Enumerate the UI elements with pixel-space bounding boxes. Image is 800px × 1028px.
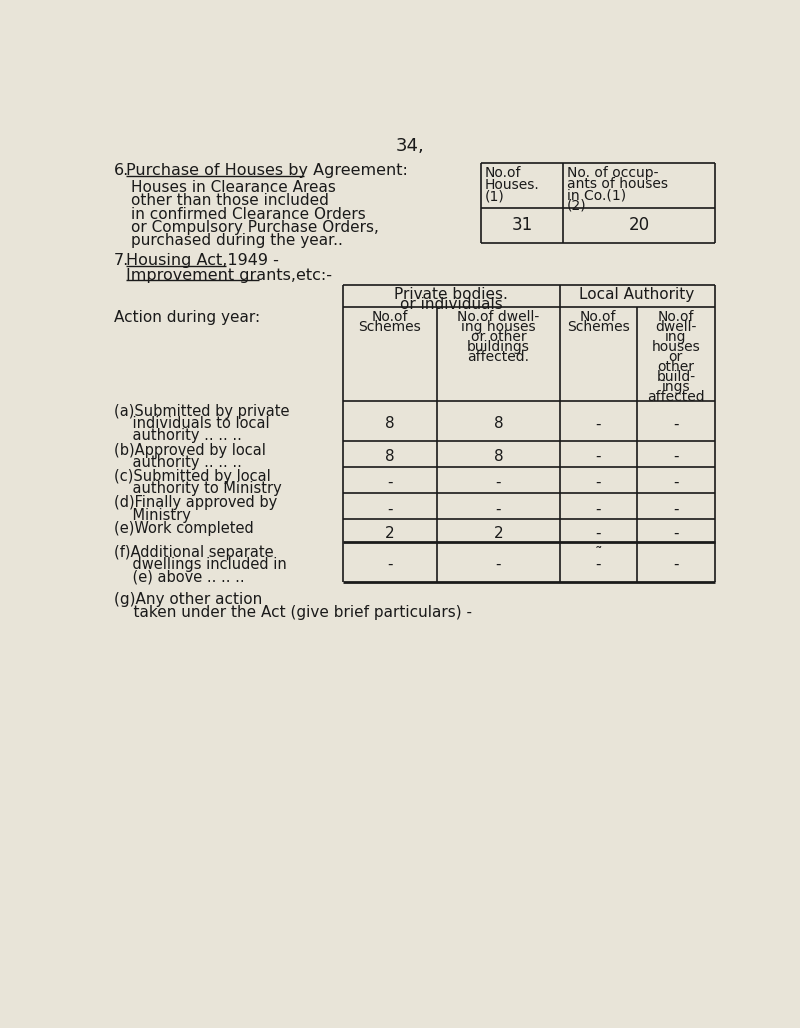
Text: Ministry: Ministry <box>114 508 191 522</box>
Text: or: or <box>669 350 683 364</box>
Text: ings: ings <box>662 379 690 394</box>
Text: No.of: No.of <box>485 167 521 181</box>
Text: 20: 20 <box>629 216 650 233</box>
Text: No.of: No.of <box>658 309 694 324</box>
Text: Local Authority: Local Authority <box>579 288 694 302</box>
Text: -: - <box>673 526 678 541</box>
Text: -: - <box>673 475 678 490</box>
Text: (e) above .. .. ..: (e) above .. .. .. <box>114 570 245 584</box>
Text: -: - <box>387 557 393 573</box>
Text: build-: build- <box>656 370 695 383</box>
Text: -: - <box>387 502 393 516</box>
Text: (1): (1) <box>485 189 504 204</box>
Text: affected: affected <box>647 390 705 404</box>
Text: ing: ing <box>665 330 686 343</box>
Text: buildings: buildings <box>467 339 530 354</box>
Text: No.of: No.of <box>580 309 617 324</box>
Text: 6.: 6. <box>114 163 129 179</box>
Text: taken under the Act (give brief particulars) -: taken under the Act (give brief particul… <box>114 605 472 620</box>
Text: No.of: No.of <box>371 309 408 324</box>
Text: ants of houses: ants of houses <box>566 177 667 191</box>
Text: or Compulsory Purchase Orders,: or Compulsory Purchase Orders, <box>131 220 379 234</box>
Text: authority .. .. ..: authority .. .. .. <box>114 455 242 470</box>
Text: purchased during the year..: purchased during the year.. <box>131 232 343 248</box>
Text: ing houses: ing houses <box>461 320 536 334</box>
Text: -: - <box>496 475 501 490</box>
Text: -: - <box>496 557 501 573</box>
Text: authority .. .. ..: authority .. .. .. <box>114 429 242 443</box>
Text: -: - <box>673 502 678 516</box>
Text: or other: or other <box>470 330 526 343</box>
Text: 8: 8 <box>494 416 503 432</box>
Text: affected.: affected. <box>467 350 530 364</box>
Text: (c)Submitted by local: (c)Submitted by local <box>114 469 270 484</box>
Text: dwell-: dwell- <box>655 320 697 334</box>
Text: in confirmed Clearance Orders: in confirmed Clearance Orders <box>131 207 366 221</box>
Text: 8: 8 <box>385 416 394 432</box>
Text: -: - <box>595 475 601 490</box>
Text: Houses.: Houses. <box>485 178 539 192</box>
Text: other: other <box>658 360 694 374</box>
Text: -: - <box>595 526 601 541</box>
Text: 8: 8 <box>385 449 394 464</box>
Text: -: - <box>673 557 678 573</box>
Text: (f)Additional separate: (f)Additional separate <box>114 545 274 559</box>
Text: (b)Approved by local: (b)Approved by local <box>114 443 266 457</box>
Text: -: - <box>387 475 393 490</box>
Text: 34,: 34, <box>396 137 424 155</box>
Text: 2: 2 <box>385 526 394 541</box>
Text: Improvement grants,etc:-: Improvement grants,etc:- <box>126 268 332 283</box>
Text: Private bodies.: Private bodies. <box>394 288 508 302</box>
Text: (2): (2) <box>566 198 586 213</box>
Text: Houses in Clearance Areas: Houses in Clearance Areas <box>131 180 336 195</box>
Text: 31: 31 <box>512 216 533 233</box>
Text: Purchase of Houses by Agreement:: Purchase of Houses by Agreement: <box>126 163 408 179</box>
Text: authority to Ministry: authority to Ministry <box>114 481 282 497</box>
Text: -: - <box>595 416 601 432</box>
Text: (d)Finally approved by: (d)Finally approved by <box>114 495 277 510</box>
Text: -: - <box>595 449 601 464</box>
Text: -: - <box>496 502 501 516</box>
Text: No.of dwell-: No.of dwell- <box>458 309 539 324</box>
Text: in Co.(1): in Co.(1) <box>566 188 626 203</box>
Text: Housing Act,1949 -: Housing Act,1949 - <box>126 254 279 268</box>
Text: or individuals: or individuals <box>400 297 502 313</box>
Text: No. of occup-: No. of occup- <box>566 167 658 181</box>
Text: -: - <box>673 449 678 464</box>
Text: Schemes: Schemes <box>567 320 630 334</box>
Text: (e)Work completed: (e)Work completed <box>114 521 254 537</box>
Text: (a)Submitted by private: (a)Submitted by private <box>114 404 290 418</box>
Text: houses: houses <box>651 339 700 354</box>
Text: -: - <box>595 557 601 573</box>
Text: -: - <box>595 502 601 516</box>
Text: Action during year:: Action during year: <box>114 309 260 325</box>
Text: 2: 2 <box>494 526 503 541</box>
Text: 8: 8 <box>494 449 503 464</box>
Text: other than those included: other than those included <box>131 193 329 209</box>
Text: 7.: 7. <box>114 254 129 268</box>
Text: ˜: ˜ <box>594 546 602 561</box>
Text: -: - <box>673 416 678 432</box>
Text: individuals to local: individuals to local <box>114 416 270 431</box>
Text: (g)Any other action: (g)Any other action <box>114 592 262 608</box>
Text: Schemes: Schemes <box>358 320 422 334</box>
Text: dwellings included in: dwellings included in <box>114 557 286 572</box>
